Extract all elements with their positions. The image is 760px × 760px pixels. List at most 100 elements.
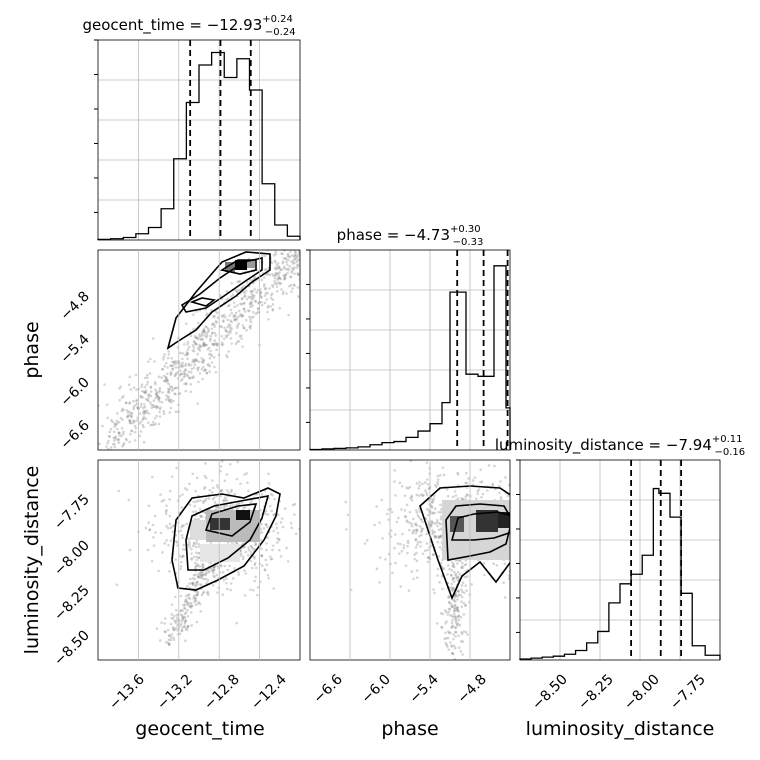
scatter-point bbox=[271, 308, 275, 311]
scatter-point bbox=[432, 553, 435, 556]
scatter-point bbox=[154, 382, 157, 386]
scatter-point bbox=[181, 361, 185, 365]
scatter-point bbox=[510, 472, 513, 475]
scatter-point bbox=[229, 331, 232, 334]
scatter-point bbox=[233, 492, 236, 496]
scatter-point bbox=[117, 438, 120, 442]
scatter-point bbox=[214, 370, 218, 374]
scatter-point bbox=[251, 566, 254, 570]
scatter-point bbox=[416, 514, 420, 517]
scatter-point bbox=[433, 534, 437, 538]
scatter-point bbox=[536, 533, 539, 536]
scatter-point bbox=[152, 404, 155, 407]
scatter-point bbox=[208, 339, 212, 343]
scatter-point bbox=[143, 385, 147, 389]
scatter-point bbox=[296, 272, 300, 275]
scatter-point bbox=[235, 507, 239, 511]
scatter-point bbox=[418, 525, 422, 528]
scatter-point bbox=[512, 506, 515, 509]
density-cells bbox=[442, 500, 510, 560]
scatter-point bbox=[201, 338, 204, 341]
scatter-point bbox=[270, 292, 274, 295]
scatter-point bbox=[187, 594, 190, 597]
scatter-point bbox=[190, 552, 193, 555]
scatter-point bbox=[512, 569, 515, 572]
scatter-point bbox=[476, 489, 479, 493]
scatter-point bbox=[432, 494, 436, 498]
scatter-point bbox=[454, 631, 458, 634]
scatter-point bbox=[470, 583, 473, 586]
scatter-point bbox=[447, 601, 451, 605]
contour-inner bbox=[450, 511, 510, 541]
scatter-point bbox=[247, 548, 251, 552]
scatter-point bbox=[158, 390, 161, 394]
scatter-point bbox=[126, 414, 130, 418]
scatter-point bbox=[208, 364, 212, 368]
scatter-point bbox=[459, 615, 463, 619]
scatter-point bbox=[236, 460, 239, 464]
scatter-point bbox=[103, 383, 106, 386]
scatter-point bbox=[513, 495, 516, 498]
scatter-point bbox=[454, 617, 457, 621]
scatter-point bbox=[205, 325, 209, 329]
scatter-point bbox=[284, 257, 288, 261]
scatter-point bbox=[247, 295, 251, 299]
scatter-point bbox=[413, 557, 417, 561]
scatter-point bbox=[215, 321, 218, 324]
scatter-point bbox=[169, 371, 173, 374]
scatter-point bbox=[215, 483, 219, 487]
scatter-point bbox=[457, 634, 460, 637]
scatter-point bbox=[126, 415, 130, 418]
scatter-point bbox=[453, 644, 456, 648]
scatter-point bbox=[120, 396, 124, 400]
ytick-label: −6.0 bbox=[57, 375, 92, 410]
scatter-point bbox=[464, 584, 467, 587]
scatter-point bbox=[272, 587, 275, 590]
ytick-label: −4.8 bbox=[57, 289, 92, 324]
scatter-point bbox=[279, 277, 283, 281]
scatter-point bbox=[235, 290, 239, 293]
scatter-point bbox=[449, 586, 453, 590]
scatter-point bbox=[152, 536, 155, 539]
histogram-2 bbox=[306, 249, 511, 451]
scatter-point bbox=[452, 562, 455, 566]
contour-outer bbox=[166, 251, 271, 350]
panel-frame bbox=[519, 459, 721, 661]
scatter-point bbox=[106, 416, 110, 420]
scatter-point bbox=[159, 493, 162, 496]
scatter-point bbox=[503, 596, 507, 599]
scatter-point bbox=[164, 512, 168, 516]
scatter-point bbox=[211, 568, 215, 572]
scatter-point bbox=[175, 466, 178, 470]
scatter-point bbox=[253, 275, 256, 279]
xtick-label: −8.25 bbox=[575, 672, 617, 714]
scatter-point bbox=[135, 388, 138, 391]
scatter-point bbox=[264, 287, 268, 290]
scatter-point bbox=[201, 563, 204, 566]
scatter-point bbox=[149, 401, 152, 404]
scatter-point bbox=[245, 281, 249, 284]
scatter-point bbox=[109, 427, 113, 431]
scatter-point bbox=[222, 505, 226, 508]
scatter-point bbox=[142, 415, 146, 418]
scatter-point bbox=[197, 600, 201, 604]
scatter-point bbox=[206, 590, 210, 594]
scatter-point bbox=[117, 431, 120, 434]
scatter-point bbox=[439, 534, 443, 537]
scatter-point bbox=[204, 476, 208, 480]
scatter-point bbox=[535, 526, 538, 529]
scatter-point bbox=[189, 383, 193, 386]
xtick-label: −13.6 bbox=[106, 671, 148, 713]
scatter-point bbox=[175, 614, 179, 617]
scatter-point bbox=[240, 286, 244, 290]
scatter-point bbox=[286, 271, 289, 275]
scatter-point bbox=[273, 276, 277, 280]
scatter-point bbox=[199, 573, 203, 577]
scatter-point bbox=[244, 505, 247, 509]
scatter-point bbox=[268, 273, 272, 277]
scatter-point bbox=[461, 561, 464, 565]
scatter-point bbox=[253, 563, 257, 567]
scatter-point bbox=[188, 482, 191, 486]
scatter-point bbox=[453, 646, 457, 650]
scatter-point bbox=[178, 373, 182, 377]
